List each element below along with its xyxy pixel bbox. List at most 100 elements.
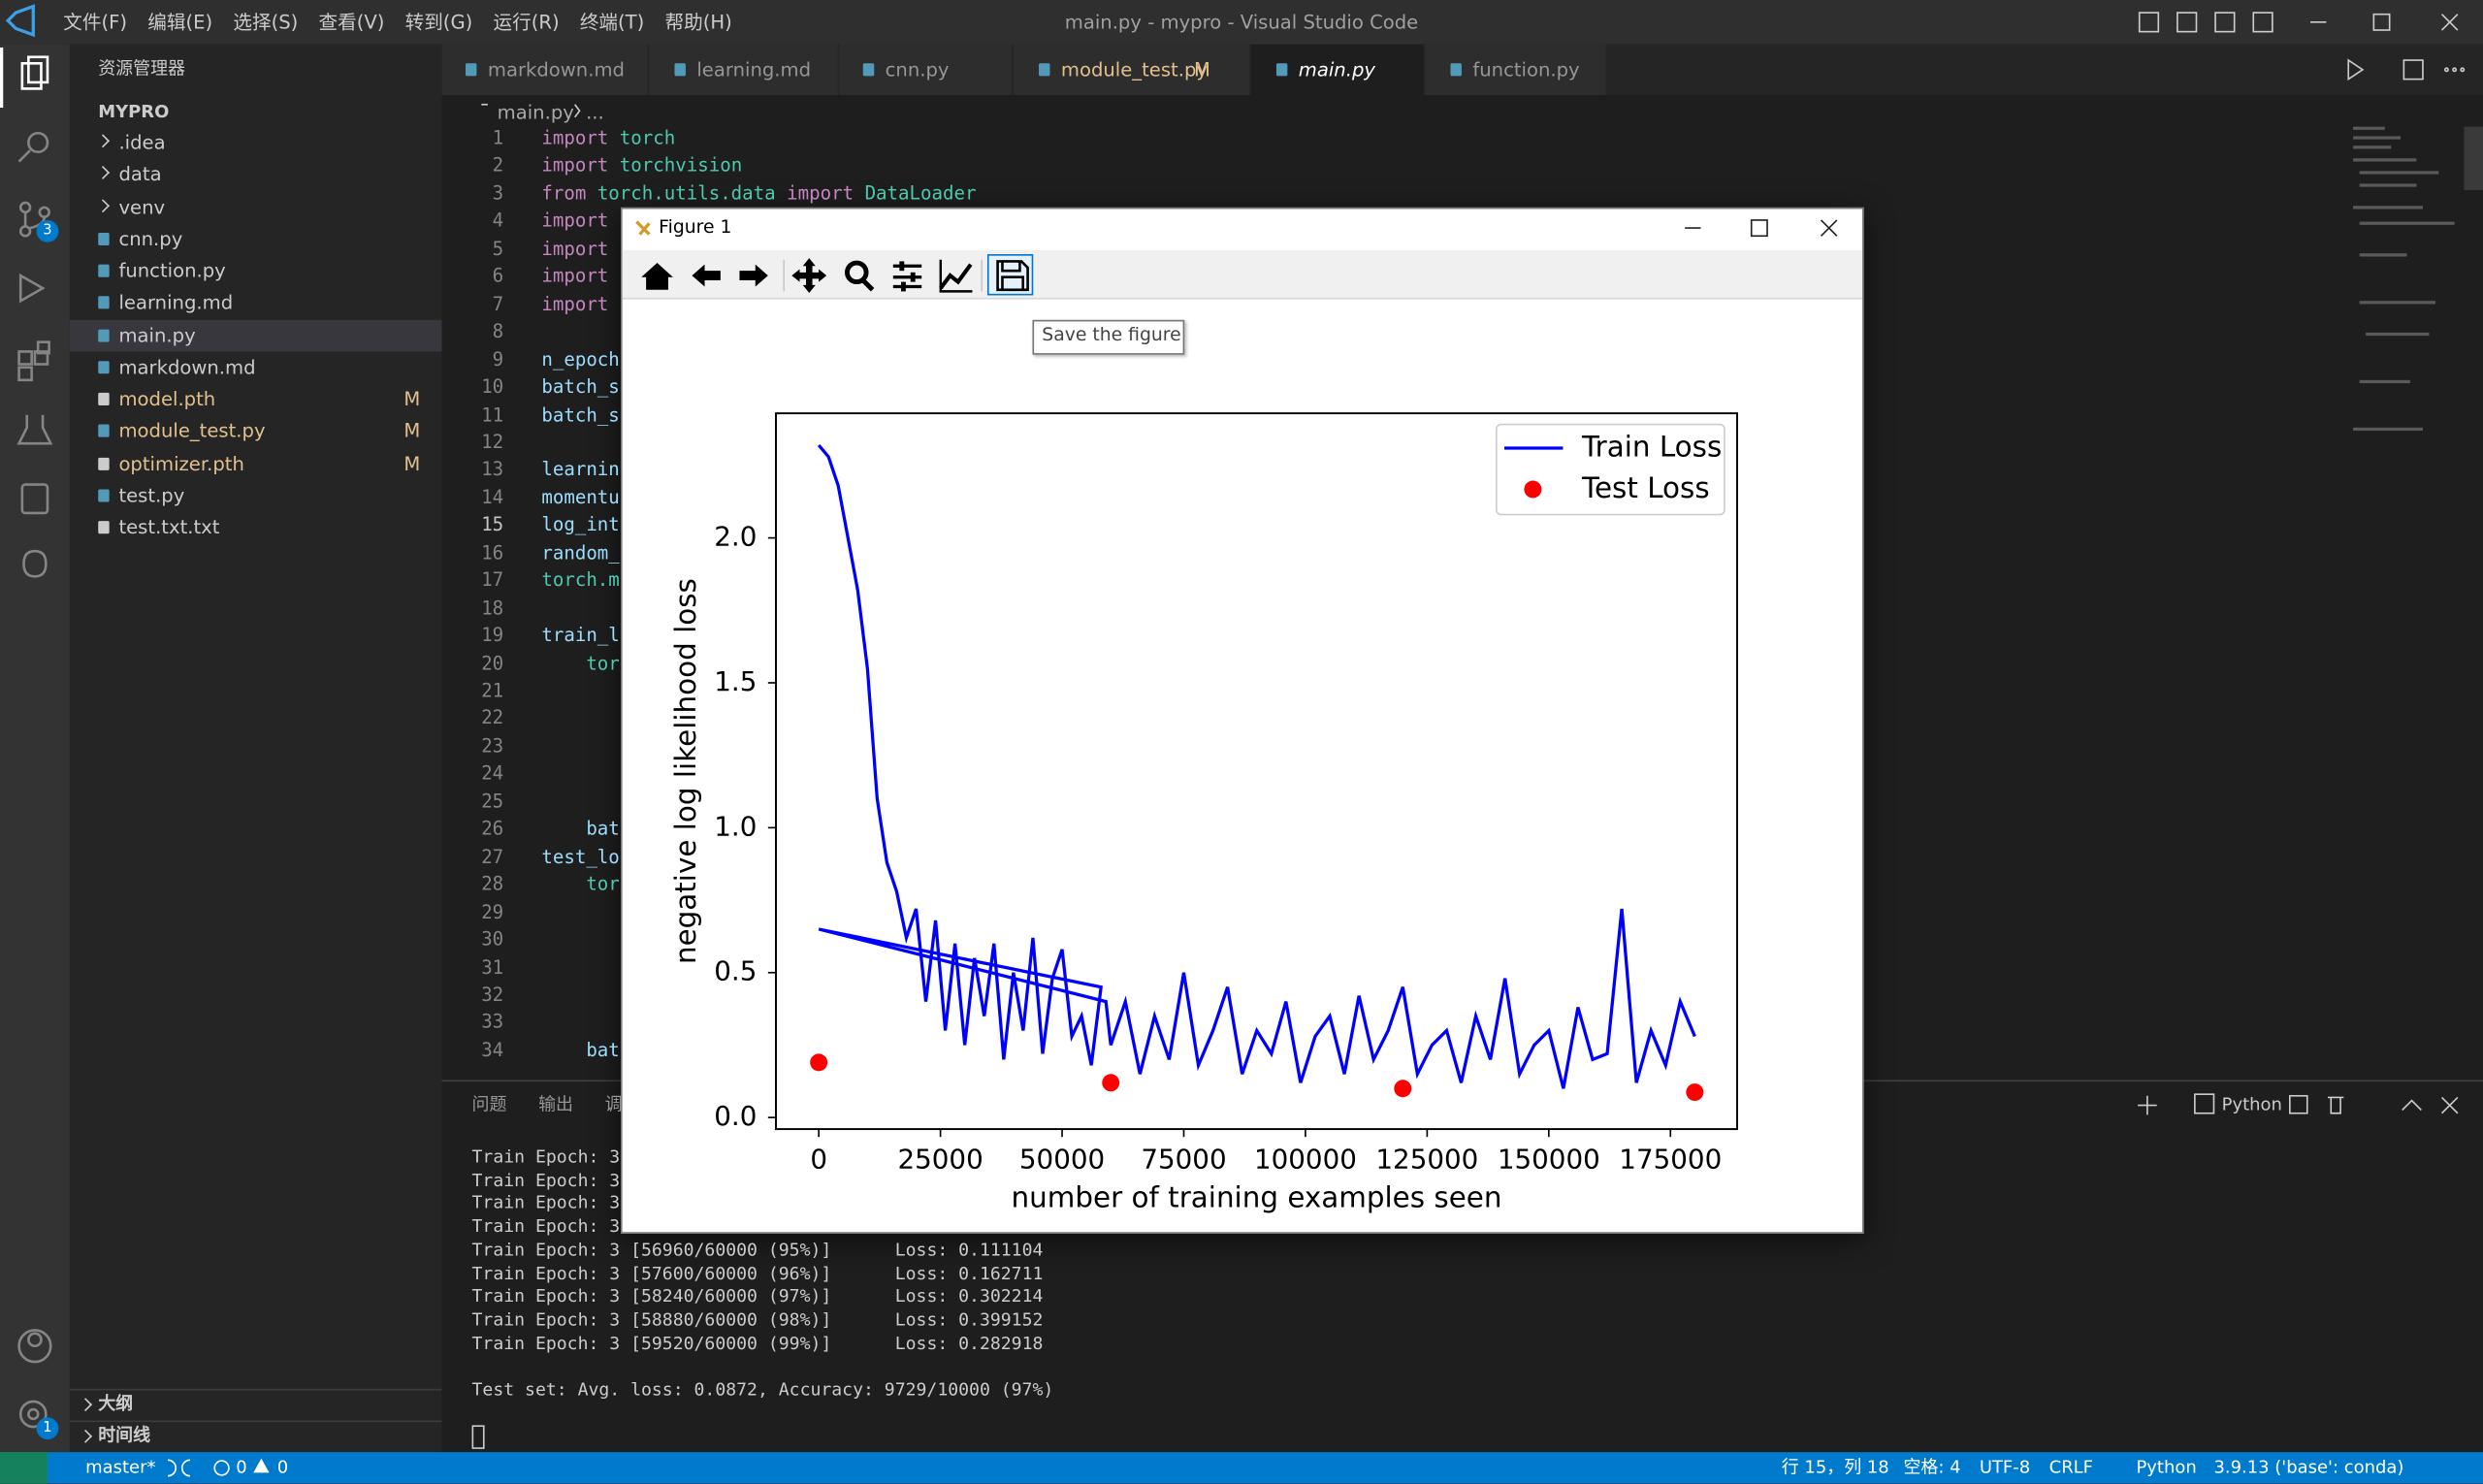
more-actions[interactable] bbox=[396, 54, 421, 70]
tooltip-text: Save the figure bbox=[1042, 323, 1181, 345]
terminal-line: Train Epoch: 3 bbox=[471, 1170, 621, 1191]
tab-icon bbox=[465, 63, 477, 77]
menu-item[interactable]: 查看(V) bbox=[318, 11, 385, 34]
line-number: 12 bbox=[481, 430, 504, 453]
menu-item[interactable]: 选择(S) bbox=[233, 11, 299, 34]
active-indicator bbox=[0, 47, 4, 109]
breadcrumb[interactable]: main.py bbox=[497, 101, 574, 124]
line-number: 31 bbox=[481, 955, 504, 979]
tab-label[interactable]: cnn.py bbox=[885, 58, 950, 81]
line-number: 21 bbox=[481, 679, 504, 702]
section-border bbox=[69, 1420, 442, 1423]
menu-bar: 文件(F) 编辑(E) 选择(S) 查看(V) 转到(G) 运行(R) 终端(T) 帮助(H) bbox=[63, 13, 731, 32]
file-icon bbox=[98, 296, 110, 309]
tab-label[interactable]: module_test.py bbox=[1060, 58, 1208, 81]
line-number: 10 bbox=[481, 375, 504, 398]
y-tick-label: 1.5 bbox=[714, 665, 757, 697]
file-name[interactable]: markdown.md bbox=[118, 355, 256, 378]
toolbar-icons[interactable] bbox=[641, 254, 1034, 296]
activity-bar bbox=[0, 44, 70, 1453]
file-name[interactable]: data bbox=[118, 163, 162, 186]
language-mode[interactable]: Python bbox=[2136, 1457, 2197, 1478]
encoding[interactable]: UTF-8 bbox=[1979, 1457, 2031, 1478]
code-token: random_ bbox=[541, 540, 620, 564]
code-token: bat bbox=[541, 1038, 620, 1061]
warning-count[interactable]: 0 bbox=[276, 1457, 289, 1478]
code-line: import bbox=[541, 292, 609, 315]
x-tick-label: 25000 bbox=[897, 1144, 983, 1176]
x-tick-label: 100000 bbox=[1254, 1144, 1357, 1176]
terminal-line: Train Epoch: 3 bbox=[471, 1193, 621, 1214]
title-bar bbox=[0, 0, 2483, 45]
line-number: 5 bbox=[492, 237, 504, 260]
code-line: tor bbox=[541, 875, 619, 894]
indentation[interactable]: 空格: 4 bbox=[1903, 1457, 1961, 1478]
file-name[interactable]: cnn.py bbox=[118, 227, 183, 250]
file-icon bbox=[98, 489, 110, 502]
remote-indicator[interactable] bbox=[0, 1452, 48, 1484]
code-line: n_epoch bbox=[541, 350, 619, 370]
tab-label[interactable]: learning.md bbox=[696, 58, 812, 81]
tab-label[interactable]: function.py bbox=[1472, 58, 1580, 81]
git-branch[interactable]: master* bbox=[85, 1457, 156, 1478]
tab-label[interactable]: markdown.md bbox=[487, 58, 625, 81]
file-name[interactable]: learning.md bbox=[118, 291, 234, 314]
x-tick-label: 0 bbox=[810, 1144, 827, 1176]
code-line: log_int bbox=[541, 513, 620, 536]
code-token: learnin bbox=[541, 458, 620, 481]
badge: 1 bbox=[36, 1417, 59, 1440]
code-line: bat bbox=[541, 820, 619, 839]
selected-row bbox=[69, 318, 442, 351]
file-name[interactable]: .idea bbox=[118, 131, 166, 154]
cursor-position[interactable]: 行 15，列 18 bbox=[1781, 1457, 1889, 1478]
code-token: torch.utils.data bbox=[586, 181, 776, 205]
code-token: momentu bbox=[541, 485, 620, 508]
python-interpreter[interactable]: 3.9.13 ('base': conda) bbox=[2213, 1457, 2404, 1478]
file-name[interactable]: model.pth bbox=[118, 387, 216, 410]
legend-label: Test Loss bbox=[1581, 471, 1710, 504]
file-icon bbox=[98, 424, 110, 438]
terminal-shell[interactable]: Python bbox=[2221, 1094, 2282, 1115]
tab-icon bbox=[862, 63, 875, 77]
line-number: 8 bbox=[492, 320, 504, 342]
tab-close[interactable] bbox=[1397, 60, 1412, 76]
terminal-line: Train Epoch: 3 [57600/60000 (96%)] Loss:… bbox=[471, 1263, 1044, 1284]
menu-item[interactable]: 运行(R) bbox=[493, 11, 560, 34]
section-title[interactable]: 大纲 bbox=[98, 1393, 134, 1414]
line-number: 16 bbox=[481, 540, 504, 564]
menu-item[interactable]: 转到(G) bbox=[404, 11, 473, 34]
code-token: import bbox=[541, 210, 609, 232]
panel-tab[interactable]: 问题 bbox=[471, 1094, 507, 1115]
code-token: import bbox=[775, 181, 855, 205]
tab[interactable] bbox=[1013, 44, 1250, 95]
menu-item[interactable]: 帮助(H) bbox=[664, 11, 732, 34]
code-token: import bbox=[541, 292, 609, 315]
code-token: tor bbox=[541, 651, 620, 674]
file-name[interactable]: module_test.py bbox=[118, 420, 266, 442]
menu-item[interactable]: 终端(T) bbox=[579, 11, 645, 34]
tab-label[interactable]: main.py bbox=[1298, 58, 1375, 81]
line-number: 11 bbox=[481, 403, 504, 426]
code-token: log_int bbox=[541, 513, 620, 536]
error-count[interactable]: 0 bbox=[236, 1457, 247, 1478]
x-tick-label: 50000 bbox=[1019, 1144, 1105, 1176]
file-name[interactable]: test.py bbox=[118, 484, 185, 507]
tooltip bbox=[1032, 319, 1185, 355]
file-name[interactable]: optimizer.pth bbox=[118, 452, 244, 474]
panel-tab[interactable]: 调 bbox=[604, 1094, 623, 1115]
panel-tab[interactable]: 输出 bbox=[538, 1094, 574, 1115]
file-name[interactable]: function.py bbox=[118, 259, 226, 282]
breadcrumb[interactable]: ... bbox=[586, 101, 604, 124]
line-ending[interactable]: CRLF bbox=[2048, 1457, 2094, 1478]
test-loss-point bbox=[810, 1053, 828, 1072]
file-name[interactable]: main.py bbox=[118, 323, 196, 346]
file-name[interactable]: venv bbox=[118, 195, 166, 218]
window-title: main.py - mypro - Visual Studio Code bbox=[1064, 11, 1419, 34]
activity-icons bbox=[16, 55, 53, 1429]
file-name[interactable]: test.txt.txt bbox=[118, 516, 220, 539]
explorer-root[interactable]: MYPRO bbox=[98, 101, 170, 122]
section-title[interactable]: 时间线 bbox=[98, 1425, 151, 1446]
code-line: import bbox=[541, 267, 608, 286]
menu-item[interactable]: 编辑(E) bbox=[147, 11, 213, 34]
menu-item[interactable]: 文件(F) bbox=[63, 11, 128, 34]
